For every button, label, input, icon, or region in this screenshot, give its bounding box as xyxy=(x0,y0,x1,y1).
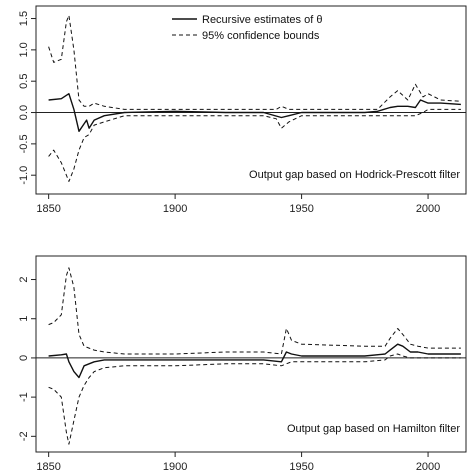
y-tick-label: 1.0 xyxy=(18,42,30,57)
x-tick-label: 2000 xyxy=(416,203,440,215)
y-tick-label: -0.5 xyxy=(18,134,30,153)
legend-bounds-label: 95% confidence bounds xyxy=(202,30,320,42)
estimate-series-line xyxy=(48,92,461,133)
y-tick-label: 0 xyxy=(18,355,30,361)
x-tick-label: 2000 xyxy=(416,461,440,473)
y-tick-label: 0.5 xyxy=(18,74,30,89)
y-tick-label: 1 xyxy=(18,316,30,322)
y-tick-label: -1.0 xyxy=(18,166,30,185)
estimate-series-line xyxy=(48,343,461,379)
panel-hp-filter: -1.0 -0.5 0.0 0.5 1.0 1.5 1850 1900 1950 2000 Re… xyxy=(18,5,467,215)
confidence-bound-line xyxy=(48,14,461,110)
annotation-hamilton-filter: Output gap based on Hamilton filter xyxy=(287,423,460,435)
confidence-bound-line xyxy=(48,267,461,355)
legend-estimate-label: Recursive estimates of θ xyxy=(202,14,322,26)
x-axis: 1850 1900 1950 2000 xyxy=(36,194,440,215)
y-axis: -1.0 -0.5 0.0 0.5 1.0 1.5 xyxy=(18,11,36,185)
y-tick-label: 1.5 xyxy=(18,11,30,26)
y-tick-label: 2 xyxy=(18,276,30,282)
x-axis: 1850 1900 1950 2000 xyxy=(36,452,440,473)
x-tick-label: 1900 xyxy=(163,203,187,215)
x-tick-label: 1850 xyxy=(36,461,60,473)
annotation-hp-filter: Output gap based on Hodrick-Prescott fil… xyxy=(249,169,460,181)
panel-hamilton-filter: -2 -1 0 1 2 1850 1900 1950 2000 Output gap base… xyxy=(18,255,467,473)
plot-frame xyxy=(35,5,467,195)
y-tick-label: 0.0 xyxy=(18,105,30,120)
x-tick-label: 1900 xyxy=(163,461,187,473)
x-tick-label: 1850 xyxy=(36,203,60,215)
x-tick-label: 1950 xyxy=(289,461,313,473)
y-axis: -2 -1 0 1 2 xyxy=(18,276,36,441)
x-tick-label: 1950 xyxy=(289,203,313,215)
confidence-bound-line xyxy=(48,353,461,445)
y-tick-label: -1 xyxy=(18,392,30,402)
confidence-bound-line xyxy=(48,108,461,182)
plot-frame xyxy=(35,255,467,453)
series-group xyxy=(48,14,461,182)
series-group xyxy=(48,267,461,445)
y-tick-label: -2 xyxy=(18,431,30,441)
legend: Recursive estimates of θ 95% confidence … xyxy=(172,14,322,42)
